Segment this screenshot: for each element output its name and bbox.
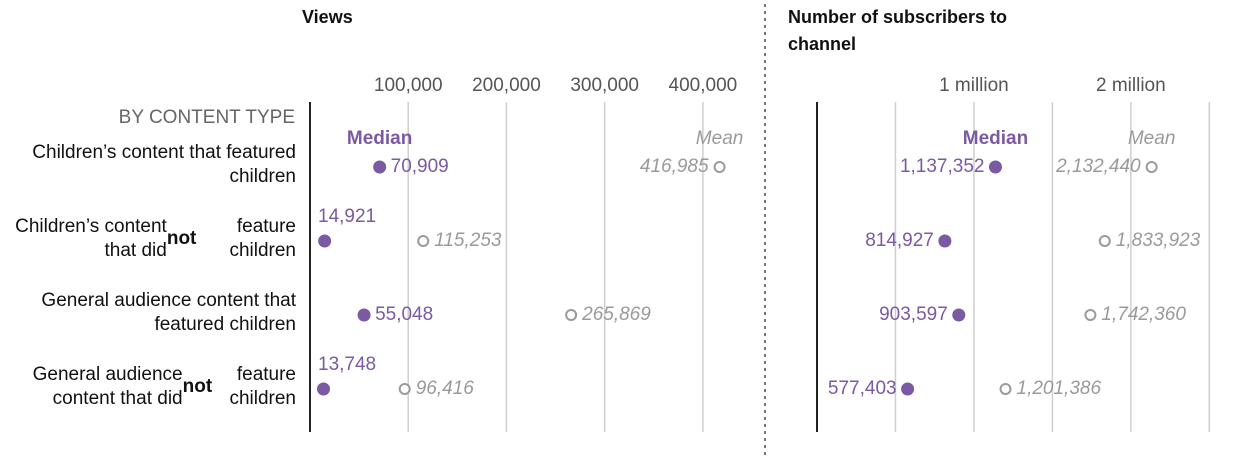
median-dot xyxy=(952,308,966,322)
x-tick-label: 300,000 xyxy=(570,75,639,96)
value-label: 1,833,923 xyxy=(1116,230,1201,251)
mean-dot xyxy=(417,235,430,247)
mean-dot xyxy=(999,383,1012,395)
x-tick-label: 200,000 xyxy=(472,75,541,96)
value-label: 96,416 xyxy=(416,378,475,399)
category-label-box: General audience content that did not fe… xyxy=(32,364,296,409)
legend-label: Mean xyxy=(696,128,744,149)
value-label: 903,597 xyxy=(879,304,948,325)
x-tick-label: 1 million xyxy=(939,75,1009,96)
mean-dot xyxy=(1098,235,1111,247)
x-tick-label: 2 million xyxy=(1096,75,1166,96)
value-label: 577,403 xyxy=(828,378,897,399)
value-label: 13,748 xyxy=(318,354,376,375)
panel-title-box: Views xyxy=(302,7,353,27)
median-dot xyxy=(357,308,371,322)
panel-title: Number of subscribers to channel xyxy=(788,7,1008,54)
mean-dot xyxy=(713,161,726,173)
value-label: 1,137,352 xyxy=(900,156,985,177)
median-dot xyxy=(317,382,331,396)
mean-dot xyxy=(1084,309,1097,321)
category-label-box: Children’s content that featured childre… xyxy=(32,142,296,187)
value-label: 1,742,360 xyxy=(1101,304,1186,325)
category-label: General audience content that featured c… xyxy=(41,290,296,335)
value-label: 1,201,386 xyxy=(1017,378,1102,399)
median-dot xyxy=(901,382,915,396)
value-label: 2,132,440 xyxy=(1055,156,1141,177)
mean-dot xyxy=(1145,161,1158,173)
value-label: 814,927 xyxy=(865,230,934,251)
category-label-box: Children’s content that did not feature … xyxy=(15,216,296,261)
category-label: General audience content that did not fe… xyxy=(32,364,296,409)
x-tick-label: 100,000 xyxy=(374,75,443,96)
median-dot xyxy=(988,160,1002,174)
category-label: Children’s content that did not feature … xyxy=(15,216,296,261)
value-label: 265,869 xyxy=(581,304,651,325)
category-label-box: General audience content that featured c… xyxy=(41,290,296,335)
legend-label: Median xyxy=(963,128,1028,149)
value-label: 70,909 xyxy=(391,156,449,177)
value-label: 14,921 xyxy=(318,206,376,227)
category-label: Children’s content that featured childre… xyxy=(32,142,296,187)
panel-title-box: Number of subscribers to channel xyxy=(788,7,1008,54)
value-label: 416,985 xyxy=(640,156,709,177)
legend-label: Mean xyxy=(1128,128,1176,149)
value-label: 55,048 xyxy=(375,304,433,325)
value-label: 115,253 xyxy=(434,230,502,251)
x-tick-label: 400,000 xyxy=(669,75,738,96)
median-dot xyxy=(938,234,952,248)
panel-title: Views xyxy=(302,7,353,27)
mean-dot xyxy=(565,309,578,321)
median-dot xyxy=(373,160,387,174)
legend-label: Median xyxy=(347,128,412,149)
median-dot xyxy=(318,234,332,248)
row-header: BY CONTENT TYPE xyxy=(119,107,295,128)
mean-dot xyxy=(398,383,411,395)
